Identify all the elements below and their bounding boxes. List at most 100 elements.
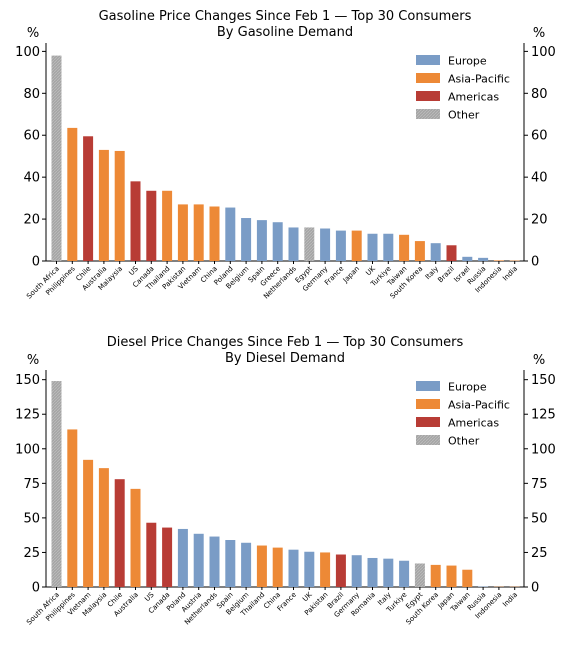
bar: [320, 228, 331, 261]
bar: [335, 554, 346, 587]
bar: [146, 190, 157, 261]
y-tick-label-left: 100: [15, 442, 40, 457]
bar: [209, 206, 220, 261]
y-tick-label-right: 20: [531, 213, 548, 228]
bar: [462, 256, 473, 261]
bar: [414, 241, 425, 261]
x-tick-label: India: [501, 591, 519, 609]
bar: [367, 557, 378, 587]
bar: [272, 547, 283, 587]
bar: [51, 55, 62, 262]
y-tick-label-right: 25: [531, 546, 548, 561]
y-tick-label-right: 80: [531, 87, 548, 102]
bar: [399, 234, 410, 261]
legend-label: Europe: [448, 55, 487, 68]
bar: [383, 233, 394, 261]
bar: [335, 230, 346, 261]
legend-label: Americas: [448, 91, 499, 104]
y-axis-label-left: %: [27, 26, 39, 41]
bar: [367, 233, 378, 261]
bar: [162, 527, 173, 587]
y-tick-label-left: 60: [23, 129, 40, 144]
bar: [493, 260, 504, 261]
bar: [98, 149, 109, 261]
bar: [83, 136, 94, 261]
y-tick-label-left: 150: [15, 373, 40, 388]
bar: [98, 468, 109, 587]
bar: [320, 552, 331, 587]
y-tick-label-right: 100: [531, 442, 556, 457]
y-tick-label-right: 75: [531, 477, 548, 492]
bar: [430, 564, 441, 587]
bar: [146, 522, 157, 587]
bar: [83, 459, 94, 587]
bar: [225, 540, 236, 587]
bar: [130, 488, 141, 587]
bar: [114, 150, 125, 261]
chart-title: Diesel Price Changes Since Feb 1 — Top 3…: [107, 335, 464, 350]
x-tick-label: India: [501, 265, 519, 283]
legend-swatch: [416, 381, 440, 391]
bar: [67, 429, 78, 587]
bar: [241, 542, 252, 587]
bar: [177, 204, 188, 261]
bar: [304, 551, 315, 587]
y-tick-label-right: 50: [531, 511, 548, 526]
bar: [256, 220, 267, 261]
chart-title: Gasoline Price Changes Since Feb 1 — Top…: [99, 9, 472, 24]
bar: [288, 549, 299, 587]
bar: [478, 257, 489, 261]
y-tick-label-left: 25: [23, 546, 40, 561]
y-tick-label-right: 125: [531, 408, 556, 423]
y-tick-label-right: 150: [531, 373, 556, 388]
legend-label: Europe: [448, 381, 487, 394]
y-axis-label-left: %: [27, 353, 39, 368]
bar: [193, 204, 204, 261]
legend-swatch: [416, 417, 440, 427]
y-tick-label-left: 0: [32, 255, 40, 270]
y-tick-label-left: 0: [32, 581, 40, 596]
legend-swatch: [416, 435, 440, 445]
chart-1: Diesel Price Changes Since Feb 1 — Top 3…: [15, 335, 556, 627]
bar: [225, 207, 236, 261]
y-tick-label-left: 40: [23, 171, 40, 186]
legend-label: Asia-Pacific: [448, 73, 510, 86]
y-tick-label-left: 20: [23, 213, 40, 228]
legend-label: Other: [448, 109, 480, 122]
y-tick-label-left: 75: [23, 477, 40, 492]
bar: [114, 479, 125, 587]
bar: [304, 227, 315, 261]
legend-swatch: [416, 73, 440, 83]
y-axis-label-right: %: [533, 353, 545, 368]
bar: [383, 558, 394, 587]
y-axis-label-right: %: [533, 26, 545, 41]
y-tick-label-left: 80: [23, 87, 40, 102]
chart-subtitle: By Diesel Demand: [225, 351, 345, 366]
chart-0: Gasoline Price Changes Since Feb 1 — Top…: [15, 9, 556, 301]
bar: [177, 528, 188, 587]
legend-swatch: [416, 55, 440, 65]
y-tick-label-right: 0: [531, 255, 539, 270]
bar: [256, 545, 267, 587]
bar: [351, 230, 362, 261]
y-tick-label-left: 125: [15, 408, 40, 423]
x-tick-label: Brazil: [436, 265, 456, 285]
legend-label: Americas: [448, 417, 499, 430]
bar: [130, 181, 141, 261]
chart-subtitle: By Gasoline Demand: [217, 25, 353, 40]
legend-swatch: [416, 109, 440, 119]
y-tick-label-left: 50: [23, 511, 40, 526]
bar: [51, 381, 62, 587]
y-tick-label-left: 100: [15, 45, 40, 60]
bar: [162, 190, 173, 261]
x-tick-label: Japan: [341, 265, 361, 285]
bar: [430, 243, 441, 261]
legend-swatch: [416, 91, 440, 101]
bar: [446, 565, 457, 587]
legend-label: Asia-Pacific: [448, 399, 510, 412]
bar: [462, 569, 473, 587]
bar: [288, 227, 299, 261]
bar: [209, 536, 220, 587]
y-tick-label-right: 40: [531, 171, 548, 186]
